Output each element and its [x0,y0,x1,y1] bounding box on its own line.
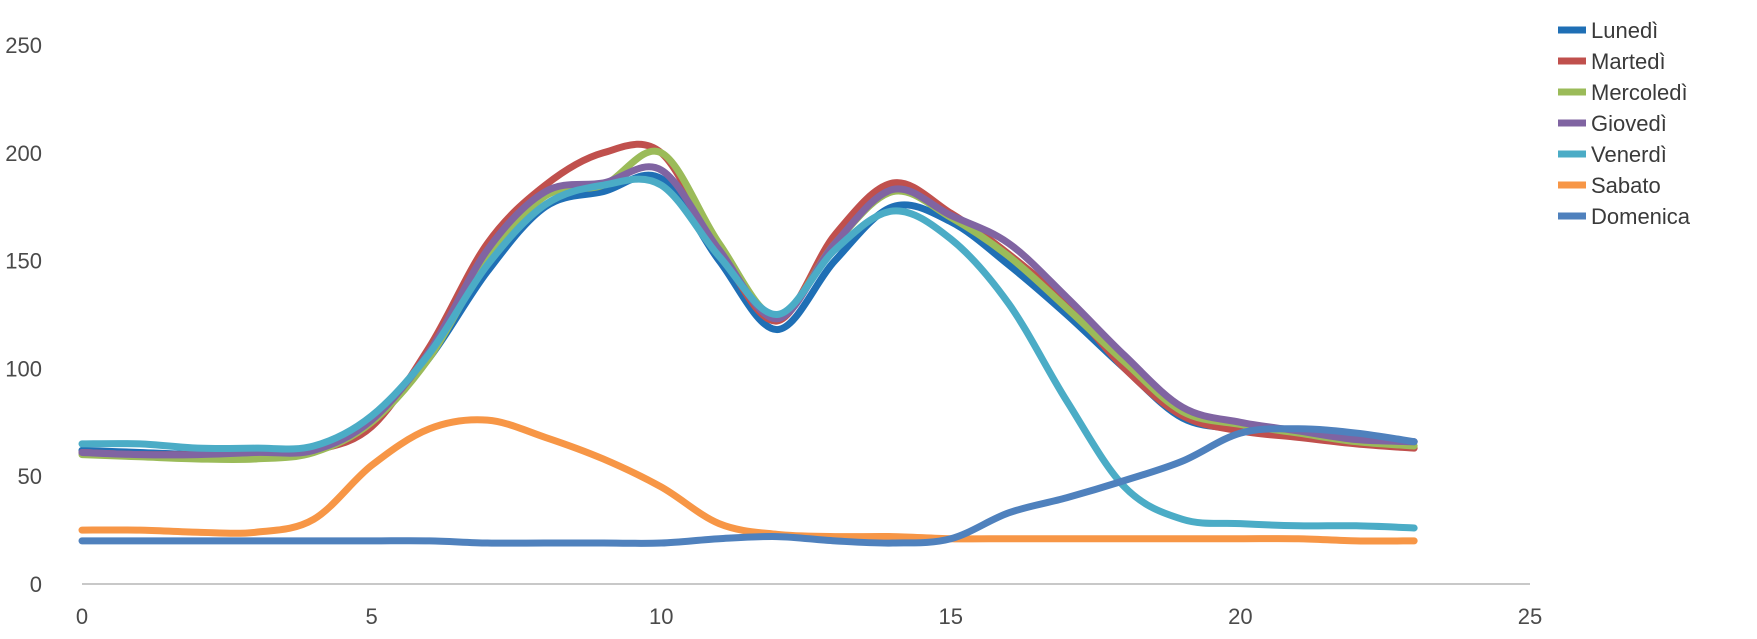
legend-label: Giovedì [1591,111,1667,136]
legend-item: Martedì [1558,49,1666,74]
x-tick-label: 0 [76,604,88,629]
legend: Lunedì Martedì Mercoledì Giovedì Venerdì Saba… [1558,18,1691,229]
y-tick-label: 100 [5,356,42,381]
series-line-0 [78,171,1418,459]
series-line-3 [78,163,1418,459]
legend-label: Martedì [1591,49,1666,74]
y-axis: 0 50 100 150 200 250 [5,33,42,597]
y-tick-label: 250 [5,33,42,58]
series-line-6 [78,425,1418,547]
x-axis: 0 5 10 15 20 25 [76,604,1542,629]
legend-label: Mercoledì [1591,80,1688,105]
legend-item: Mercoledì [1558,80,1688,105]
series-lines [78,140,1418,547]
series-line-5 [78,416,1418,545]
x-tick-label: 5 [365,604,377,629]
legend-label: Venerdì [1591,142,1667,167]
series-line-4 [78,175,1418,532]
legend-label: Lunedì [1591,18,1658,43]
legend-item: Venerdì [1558,142,1667,167]
legend-item: Giovedì [1558,111,1667,136]
y-tick-label: 150 [5,249,42,274]
legend-label: Sabato [1591,173,1661,198]
legend-item: Sabato [1558,173,1661,198]
x-tick-label: 25 [1518,604,1542,629]
x-tick-label: 10 [649,604,673,629]
legend-label: Domenica [1591,204,1691,229]
y-tick-label: 200 [5,141,42,166]
y-tick-label: 50 [18,464,42,489]
legend-item: Domenica [1558,204,1691,229]
x-tick-label: 20 [1228,604,1252,629]
legend-item: Lunedì [1558,18,1658,43]
y-tick-label: 0 [30,572,42,597]
x-tick-label: 15 [939,604,963,629]
